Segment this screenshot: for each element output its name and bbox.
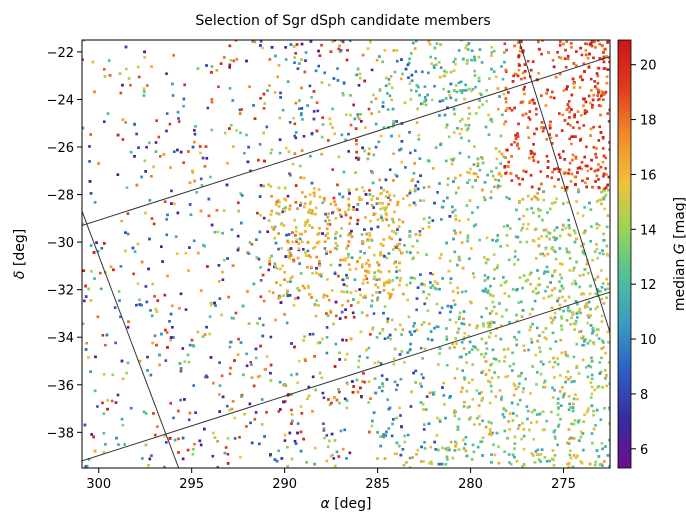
x-tick-label: 300: [86, 477, 111, 492]
y-tick-label: −32: [47, 284, 74, 299]
y-tick-label: −36: [47, 379, 74, 394]
y-tick-label: −34: [47, 331, 74, 346]
colorbar-tick-label: 10: [640, 333, 657, 348]
y-tick-label: −24: [47, 93, 74, 108]
y-tick-label: −22: [47, 46, 74, 61]
colorbar-ticks: 6 8 10 12 14 16 18 20: [631, 59, 657, 458]
selection-line: [82, 211, 180, 468]
colorbar-tick-label: 8: [640, 388, 648, 403]
selection-line: [82, 56, 610, 226]
selection-line: [82, 291, 610, 462]
colorbar-tick-label: 12: [640, 278, 657, 293]
scatter-points: [82, 40, 610, 468]
selection-line: [518, 40, 610, 333]
x-tick-label: 280: [458, 477, 483, 492]
x-tick-label: 295: [179, 477, 204, 492]
y-tick-label: −30: [47, 236, 74, 251]
colorbar: [617, 39, 632, 469]
x-axis: 300 295 290 285 280 275: [86, 468, 576, 492]
y-axis-label: δ [deg]: [12, 229, 28, 279]
plot-frame: [81, 39, 611, 469]
y-tick-label: −28: [47, 189, 74, 204]
y-tick-label: −38: [47, 426, 74, 441]
y-axis: −22 −24 −26 −28 −30 −32 −34 −36 −38: [47, 46, 82, 441]
colorbar-tick-label: 14: [640, 223, 657, 238]
chart-title: Selection of Sgr dSph candidate members: [195, 13, 490, 29]
x-tick-label: 290: [272, 477, 297, 492]
colorbar-label: median G [mag]: [672, 197, 686, 311]
selection-lines: [82, 40, 610, 468]
colorbar-tick-label: 6: [640, 443, 648, 458]
colorbar-tick-label: 20: [640, 59, 657, 74]
colorbar-tick-label: 16: [640, 168, 657, 183]
x-axis-label: α [deg]: [321, 496, 372, 512]
x-tick-label: 285: [365, 477, 390, 492]
colorbar-tick-label: 18: [640, 114, 657, 129]
y-tick-label: −26: [47, 141, 74, 156]
x-tick-label: 275: [551, 477, 576, 492]
